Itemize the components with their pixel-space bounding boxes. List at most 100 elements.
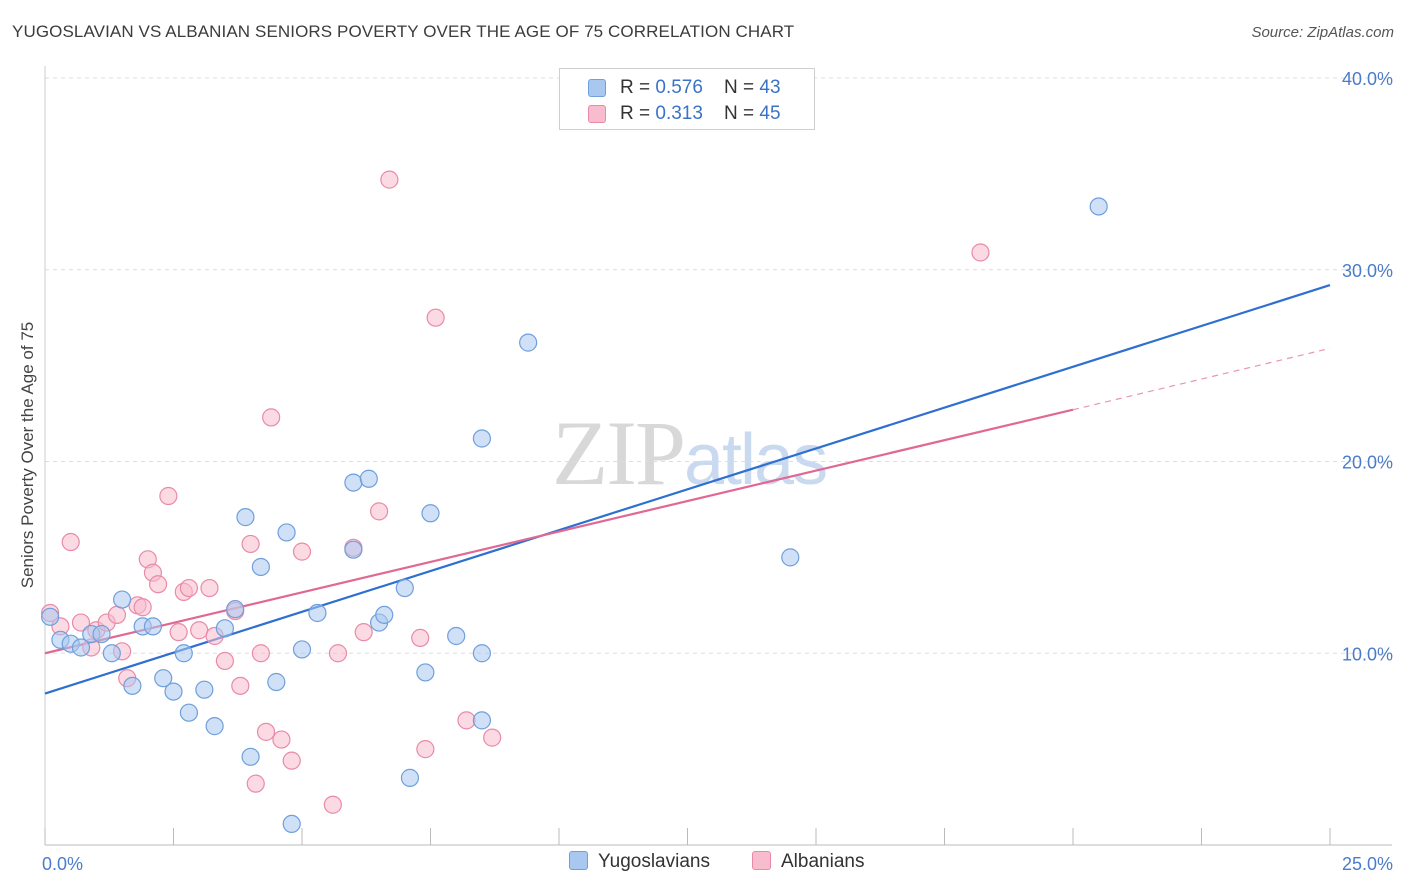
point-albanian bbox=[426, 308, 445, 327]
point-yugoslavian bbox=[41, 607, 60, 626]
point-yugoslavian bbox=[251, 557, 270, 577]
legend-n-value: 45 bbox=[759, 103, 781, 124]
point-yugoslavian bbox=[195, 680, 214, 699]
watermark-zip: ZIP bbox=[552, 402, 686, 504]
trend-line-yugoslavians bbox=[44, 284, 1331, 695]
point-yugoslavian bbox=[447, 626, 466, 646]
point-albanian bbox=[292, 542, 312, 561]
axes bbox=[44, 66, 1392, 846]
legend-n-label: N = bbox=[724, 77, 760, 98]
y-tick-label: 30.0% bbox=[1342, 261, 1393, 281]
point-yugoslavian bbox=[112, 590, 132, 609]
legend-label: Albanians bbox=[781, 851, 865, 872]
y-tick-label: 20.0% bbox=[1342, 453, 1393, 473]
point-albanian bbox=[370, 502, 389, 521]
tick-labels: 10.0% 20.0% 30.0% 40.0% 0.0% 25.0% bbox=[42, 69, 1393, 874]
trend-lines bbox=[44, 284, 1331, 695]
legend-item-albanians: Albanians bbox=[752, 851, 864, 873]
point-albanian bbox=[328, 644, 348, 663]
point-albanian bbox=[200, 578, 219, 598]
point-yugoslavian bbox=[344, 540, 363, 559]
point-yugoslavian bbox=[92, 624, 111, 644]
point-albanian bbox=[159, 486, 178, 506]
point-yugoslavian bbox=[143, 617, 163, 636]
point-yugoslavian bbox=[421, 504, 440, 523]
point-albanian bbox=[107, 605, 127, 625]
point-yugoslavian bbox=[472, 644, 491, 663]
correlation-legend: R = 0.576 N = 43 R = 0.313 N = 45 bbox=[559, 68, 815, 130]
point-albanian bbox=[61, 532, 80, 552]
legend-swatch-blue bbox=[588, 79, 606, 97]
grid-lines bbox=[45, 77, 1392, 654]
point-yugoslavian bbox=[395, 578, 414, 598]
trend-line-albanians bbox=[44, 408, 1074, 655]
point-albanian bbox=[179, 578, 199, 598]
trend-line-albanians-extension bbox=[1072, 347, 1331, 411]
point-albanian bbox=[133, 598, 152, 617]
point-albanian bbox=[380, 170, 399, 189]
point-yugoslavian bbox=[781, 548, 800, 567]
point-yugoslavian bbox=[102, 644, 121, 663]
point-yugoslavian bbox=[179, 703, 199, 722]
point-yugoslavian bbox=[154, 669, 173, 688]
point-albanian bbox=[231, 676, 250, 695]
point-yugoslavian bbox=[215, 619, 234, 638]
point-albanian bbox=[246, 774, 265, 793]
legend-n-label: N = bbox=[724, 103, 760, 124]
point-yugoslavian bbox=[519, 333, 538, 352]
point-albanian bbox=[457, 711, 476, 730]
point-yugoslavian bbox=[205, 717, 224, 736]
legend-swatch-pink bbox=[588, 105, 606, 123]
chart-title: YUGOSLAVIAN VS ALBANIAN SENIORS POVERTY … bbox=[12, 22, 795, 41]
point-yugoslavian bbox=[359, 469, 378, 488]
legend-label: Yugoslavians bbox=[598, 851, 710, 872]
watermark-atlas: atlas bbox=[684, 420, 828, 500]
point-albanian bbox=[215, 651, 234, 671]
point-yugoslavian bbox=[308, 603, 327, 623]
x-tick-label: 25.0% bbox=[1342, 854, 1393, 874]
legend-swatch-pink bbox=[752, 851, 771, 870]
point-yugoslavian bbox=[241, 747, 260, 766]
point-albanian bbox=[169, 623, 188, 642]
point-albanian bbox=[262, 408, 281, 427]
point-yugoslavian bbox=[282, 814, 301, 834]
legend-swatch-blue bbox=[569, 851, 588, 870]
source-credit: Source: ZipAtlas.com bbox=[1251, 24, 1394, 41]
point-yugoslavian bbox=[277, 523, 296, 542]
point-yugoslavian bbox=[344, 473, 363, 492]
point-albanian bbox=[256, 722, 276, 741]
point-yugoslavian bbox=[1089, 197, 1108, 216]
point-albanian bbox=[416, 740, 435, 759]
legend-n-value: 43 bbox=[759, 77, 781, 98]
point-albanian bbox=[71, 613, 91, 632]
point-albanian bbox=[483, 728, 502, 747]
point-albanian bbox=[354, 623, 373, 642]
point-yugoslavian bbox=[236, 508, 255, 527]
point-yugoslavian bbox=[472, 711, 491, 730]
data-points bbox=[41, 170, 1108, 834]
point-yugoslavian bbox=[472, 429, 491, 448]
point-yugoslavian bbox=[400, 768, 420, 787]
point-yugoslavian bbox=[174, 644, 193, 663]
point-albanian bbox=[282, 751, 301, 770]
x-tick-label: 0.0% bbox=[42, 854, 83, 874]
point-albanian bbox=[272, 730, 291, 749]
point-albanian bbox=[323, 795, 342, 814]
point-yugoslavian bbox=[71, 638, 91, 657]
point-albanian bbox=[251, 644, 270, 663]
y-tick-label: 10.0% bbox=[1342, 644, 1393, 664]
legend-r-value: 0.313 bbox=[655, 103, 703, 124]
legend-r-value: 0.576 bbox=[655, 77, 703, 98]
point-yugoslavian bbox=[292, 640, 312, 659]
point-yugoslavian bbox=[164, 682, 183, 701]
point-yugoslavian bbox=[123, 676, 142, 695]
legend-r-label: R = bbox=[620, 103, 656, 124]
point-yugoslavian bbox=[267, 672, 286, 692]
point-albanian bbox=[241, 534, 260, 554]
watermark: ZIPatlas bbox=[552, 400, 828, 506]
point-albanian bbox=[971, 243, 990, 262]
point-yugoslavian bbox=[226, 600, 245, 619]
point-albanian bbox=[190, 621, 209, 640]
point-yugoslavian bbox=[416, 663, 435, 682]
